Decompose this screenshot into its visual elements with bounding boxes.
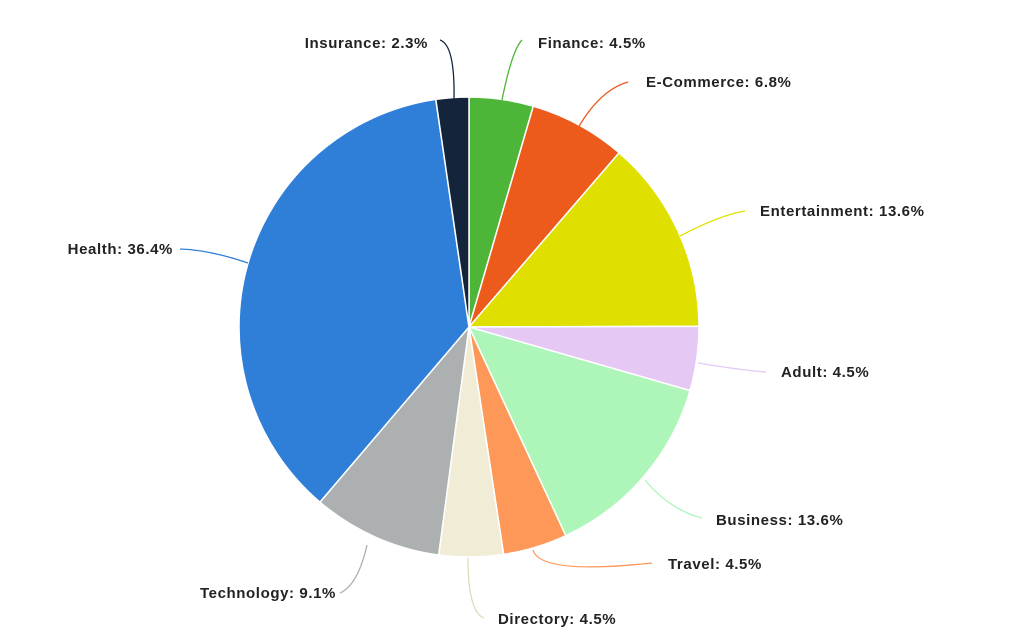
pie-slice xyxy=(434,96,470,328)
pie-slice xyxy=(467,325,691,537)
slice-label: Insurance: 2.3% xyxy=(305,35,428,52)
leader-line xyxy=(577,81,629,129)
slice-label: Adult: 4.5% xyxy=(781,364,869,381)
slice-label: Travel: 4.5% xyxy=(668,556,762,573)
slice-label: Health: 36.4% xyxy=(68,241,173,258)
slice-label: Directory: 4.5% xyxy=(498,611,616,628)
leader-line xyxy=(467,557,485,619)
slice-label: E-Commerce: 6.8% xyxy=(646,74,792,91)
leader-line xyxy=(439,39,455,100)
leader-line xyxy=(179,248,249,264)
pie-slice xyxy=(467,151,700,328)
pie-slice xyxy=(318,324,471,556)
leader-line xyxy=(644,479,703,519)
slice-label: Business: 13.6% xyxy=(716,512,843,529)
leader-line xyxy=(679,210,746,237)
slice-label: Finance: 4.5% xyxy=(538,35,646,52)
leader-line xyxy=(501,39,523,101)
leader-line xyxy=(532,549,653,568)
leader-line xyxy=(697,362,767,373)
leader-line xyxy=(339,544,368,594)
pie-slice xyxy=(238,98,470,504)
slice-label: Technology: 9.1% xyxy=(200,585,336,602)
slice-label: Entertainment: 13.6% xyxy=(760,203,925,220)
